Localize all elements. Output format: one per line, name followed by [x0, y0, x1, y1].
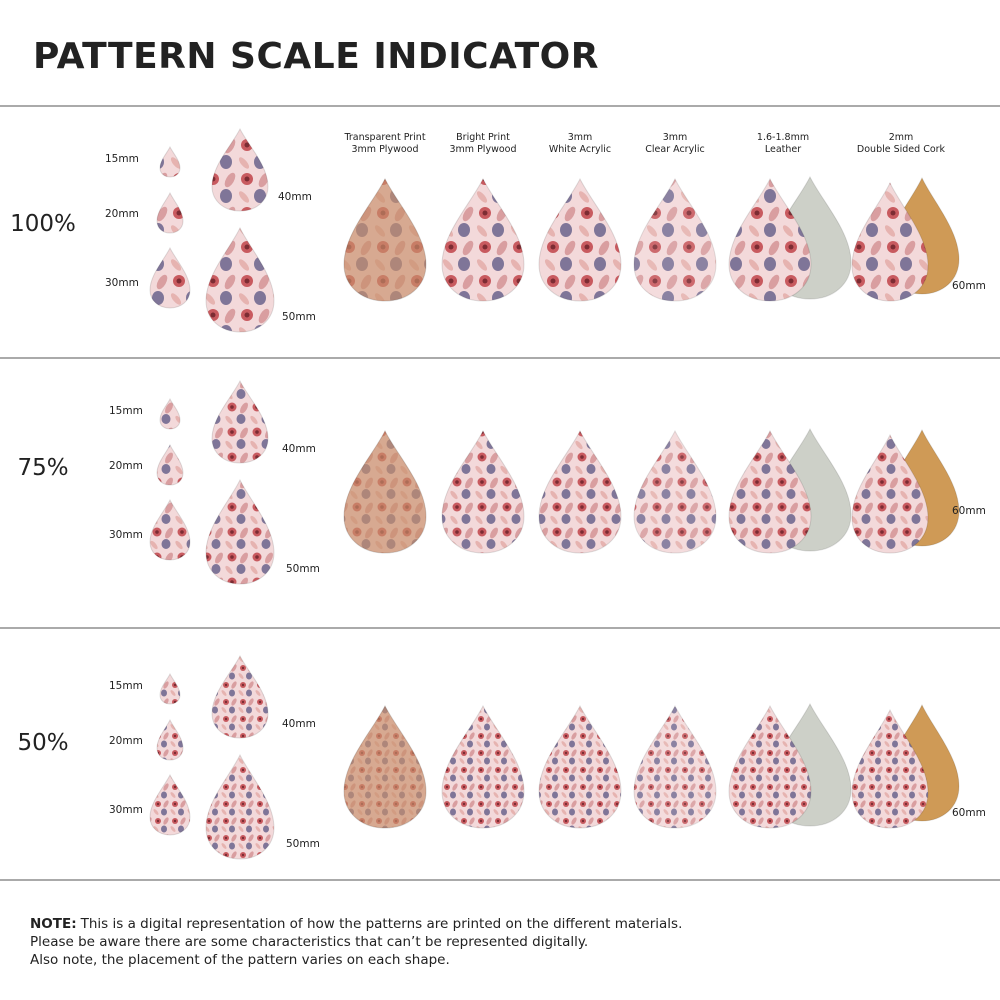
note: NOTE: This is a digital representation of… [30, 916, 682, 932]
teardrop [441, 704, 525, 829]
material-label: Leather [765, 144, 801, 155]
material-label: Double Sided Cork [857, 144, 946, 155]
size-label: 60mm [952, 505, 986, 517]
teardrop [205, 226, 275, 333]
teardrop [633, 177, 717, 302]
size-label: 60mm [952, 807, 986, 819]
teardrop [441, 429, 525, 554]
size-label: 30mm [105, 277, 139, 289]
material-label: Bright Print [456, 132, 510, 143]
teardrop [149, 773, 191, 836]
teardrop [728, 704, 812, 829]
size-label: 15mm [109, 680, 143, 692]
teardrop [728, 429, 812, 554]
teardrop [205, 478, 275, 585]
size-label: 30mm [109, 804, 143, 816]
size-label: 20mm [109, 460, 143, 472]
teardrop [441, 177, 525, 302]
teardrop [343, 704, 427, 829]
material-label: 3mm Plywood [450, 144, 517, 155]
size-label: 60mm [952, 280, 986, 292]
scale-label: 50% [17, 730, 68, 756]
teardrop [851, 433, 929, 554]
size-label: 40mm [282, 718, 316, 730]
size-label: 50mm [282, 311, 316, 323]
teardrop [156, 718, 184, 761]
teardrop [211, 654, 269, 739]
note-line: Also note, the placement of the pattern … [30, 952, 450, 968]
size-label: 50mm [286, 563, 320, 575]
note-line: This is a digital representation of how … [80, 916, 683, 932]
size-label: 50mm [286, 838, 320, 850]
material-label: White Acrylic [549, 144, 611, 155]
teardrop [149, 246, 191, 309]
teardrop [343, 177, 427, 302]
teardrop [728, 177, 812, 302]
size-label: 30mm [109, 529, 143, 541]
teardrop [538, 704, 622, 829]
material-label: 3mm [568, 132, 593, 143]
teardrop [156, 191, 184, 234]
teardrop [633, 429, 717, 554]
page-title: PATTERN SCALE INDICATOR [33, 36, 599, 77]
material-label: Transparent Print [343, 132, 425, 143]
size-label: 15mm [109, 405, 143, 417]
material-label: 2mm [889, 132, 914, 143]
teardrop [211, 379, 269, 464]
size-label: 20mm [109, 735, 143, 747]
teardrop [159, 672, 181, 705]
teardrop [159, 397, 181, 430]
teardrop [851, 181, 929, 302]
teardrop [538, 429, 622, 554]
material-label: Clear Acrylic [645, 144, 704, 155]
teardrop [633, 704, 717, 829]
size-label: 15mm [105, 153, 139, 165]
teardrop [851, 708, 929, 829]
teardrop [159, 145, 181, 178]
size-label: 40mm [282, 443, 316, 455]
note-label: NOTE: [30, 916, 77, 932]
teardrop [205, 753, 275, 860]
material-label: 3mm Plywood [352, 144, 419, 155]
scale-label: 100% [10, 211, 76, 237]
size-label: 40mm [278, 191, 312, 203]
teardrop [538, 177, 622, 302]
teardrop [343, 429, 427, 554]
material-label: 3mm [663, 132, 688, 143]
material-label: 1.6-1.8mm [757, 132, 809, 143]
teardrop [156, 443, 184, 486]
scale-label: 75% [17, 455, 68, 481]
size-label: 20mm [105, 208, 139, 220]
note-line: Please be aware there are some character… [30, 934, 588, 950]
teardrop [149, 498, 191, 561]
teardrop [211, 127, 269, 212]
